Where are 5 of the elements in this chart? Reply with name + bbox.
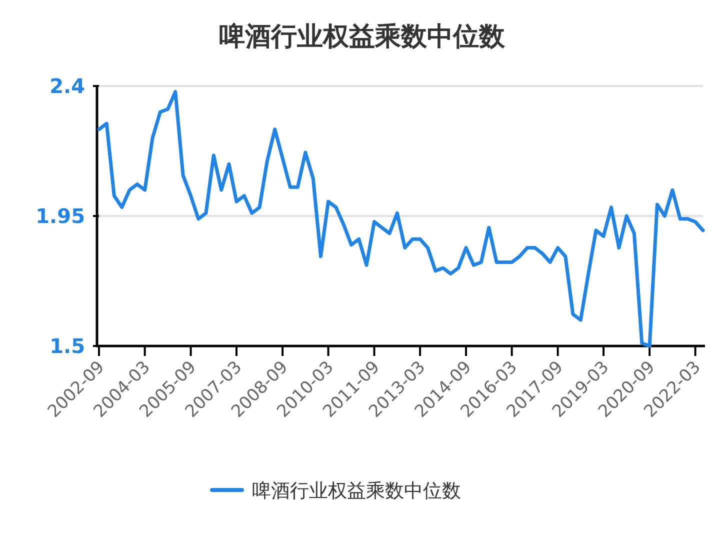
legend-label: 啤酒行业权益乘数中位数 bbox=[252, 480, 461, 502]
y-tick-label: 1.95 bbox=[36, 204, 85, 228]
y-tick-label: 2.4 bbox=[50, 74, 85, 98]
chart-title: 啤酒行业权益乘数中位数 bbox=[219, 22, 506, 52]
y-tick-label: 1.5 bbox=[50, 334, 85, 358]
